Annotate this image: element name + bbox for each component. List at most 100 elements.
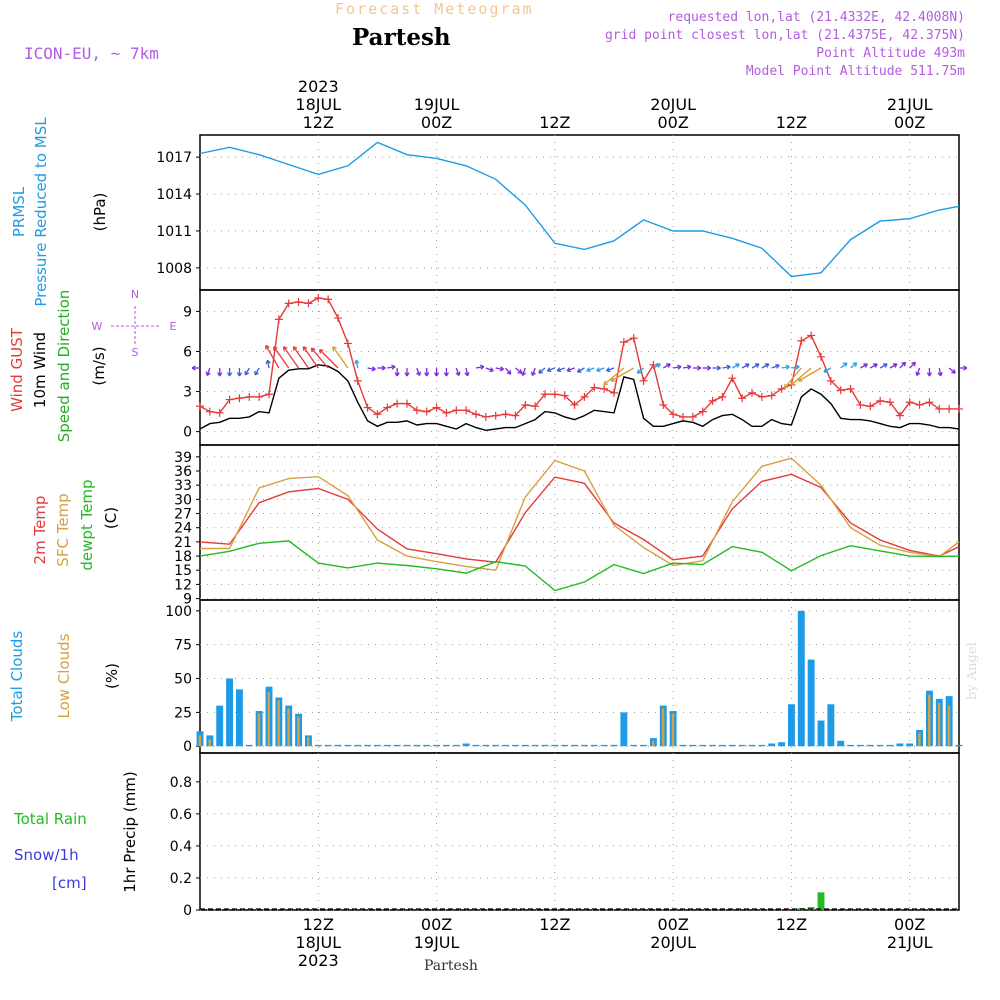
wind-arrow-head bbox=[892, 363, 898, 368]
low-clouds-bar bbox=[652, 740, 655, 747]
wind-arrow-head bbox=[546, 367, 552, 373]
total-clouds-bar bbox=[334, 744, 342, 747]
wind-arrow-head bbox=[205, 371, 211, 377]
total-clouds-bar bbox=[531, 744, 539, 747]
wind-arrow-head bbox=[775, 363, 780, 369]
wind-arrow bbox=[556, 367, 565, 372]
model-label: ICON-EU, ~ 7km bbox=[24, 44, 159, 63]
wind-arrow bbox=[596, 367, 605, 372]
wind-arrow-head bbox=[605, 367, 611, 373]
wind-arrow bbox=[387, 365, 396, 369]
wind-arrow-head bbox=[963, 365, 968, 371]
wind-arrow-head bbox=[785, 364, 790, 370]
total-clouds-bar bbox=[314, 744, 322, 747]
wind-arrow-head bbox=[265, 359, 271, 365]
temp-label-1: 2m Temp bbox=[31, 496, 49, 565]
wind-arrow bbox=[455, 367, 460, 376]
wind-arrow bbox=[722, 365, 731, 369]
wind-arrow bbox=[606, 367, 615, 372]
requested-coords: requested lon,lat (21.4332E, 42.4008N) bbox=[667, 10, 965, 25]
total-clouds-bar bbox=[856, 744, 864, 747]
temp-label-2: SFC Temp bbox=[54, 493, 72, 566]
total-clouds-bar bbox=[442, 744, 450, 747]
wind-arrow bbox=[577, 367, 585, 373]
gust-marker bbox=[915, 400, 924, 409]
wind-arrow-head bbox=[531, 371, 536, 377]
gust-marker bbox=[314, 294, 323, 303]
wind-ytick-label: 3 bbox=[183, 385, 192, 401]
precipitation-frame bbox=[199, 752, 960, 911]
wind-arrow-head bbox=[354, 359, 360, 365]
gridpoint-coords: grid point closest lon,lat (21.4375E, 42… bbox=[604, 28, 965, 43]
wind-arrow-head bbox=[538, 369, 543, 374]
wind-arrow-head bbox=[745, 363, 750, 368]
precip-unit: 1hr Precip (mm) bbox=[121, 771, 139, 892]
total-clouds-bar bbox=[383, 744, 391, 747]
wind-arrow bbox=[495, 367, 504, 371]
gust-marker bbox=[856, 400, 865, 409]
pressure-panel: 1008 1011 1014 1017 bbox=[156, 134, 960, 291]
wind-arrow bbox=[840, 362, 848, 369]
precipitation-ytick-label: 0.4 bbox=[170, 839, 192, 855]
gust-marker bbox=[403, 399, 411, 408]
wind-arrow bbox=[731, 363, 740, 369]
total-clouds-bar bbox=[738, 744, 746, 747]
bottom-date-label: 18JUL bbox=[295, 933, 341, 952]
gust-marker bbox=[846, 384, 855, 393]
pressure-ytick-label: 1011 bbox=[156, 224, 192, 240]
wind-arrow-head bbox=[951, 369, 956, 374]
wind-arrow bbox=[538, 367, 546, 374]
total-clouds-bar bbox=[393, 744, 401, 747]
gust-marker bbox=[925, 398, 934, 407]
wind-arrow bbox=[610, 367, 635, 382]
wind-gust-line bbox=[199, 297, 959, 418]
wind-arrow-head bbox=[795, 364, 800, 370]
wind-arrow bbox=[283, 346, 300, 369]
total-clouds-bar bbox=[728, 744, 736, 747]
wind-arrow bbox=[784, 367, 802, 389]
wind-arrow-head bbox=[371, 366, 376, 372]
wind-arrow-head bbox=[556, 367, 562, 373]
wind-arrow-head bbox=[797, 377, 803, 382]
gust-marker bbox=[629, 334, 638, 343]
wind-arrow-head bbox=[596, 367, 601, 373]
gust-marker bbox=[412, 406, 421, 415]
wind-arrow bbox=[265, 345, 280, 369]
wind-arrow bbox=[603, 367, 625, 386]
total-clouds-bar bbox=[847, 744, 855, 747]
gust-marker bbox=[324, 295, 333, 304]
wind-arrow bbox=[475, 365, 484, 369]
time-axis: 202318JUL12Z12Z18JUL202319JUL00Z00Z19JUL… bbox=[295, 77, 932, 970]
gust-marker bbox=[580, 392, 589, 401]
temperature-frame bbox=[199, 444, 960, 601]
gust-marker bbox=[511, 411, 520, 420]
clouds-panel: 0 25 50 75 100 bbox=[165, 599, 963, 755]
gust-marker bbox=[767, 391, 776, 400]
wind-arrow-head bbox=[236, 372, 243, 377]
wind-arrow bbox=[531, 367, 536, 376]
wind-arrow-head bbox=[754, 363, 760, 368]
wind-arrow bbox=[465, 367, 469, 376]
gust-marker bbox=[550, 390, 559, 399]
wind-arrow-head bbox=[842, 362, 848, 367]
compass-cross bbox=[111, 306, 159, 346]
wind-arrow-head bbox=[576, 368, 582, 373]
temperature-ytick-label: 36 bbox=[174, 464, 192, 480]
gust-marker bbox=[255, 392, 264, 401]
wind-arrow bbox=[319, 349, 339, 369]
low-clouds-bar bbox=[297, 716, 300, 747]
temperature-ytick-label: 15 bbox=[174, 563, 192, 579]
top-hour-label: 00Z bbox=[894, 113, 925, 132]
wind-arrow-head bbox=[666, 363, 671, 368]
total-clouds-bar bbox=[462, 743, 470, 747]
footer-location: Partesh bbox=[424, 958, 478, 974]
wind-arrow-head bbox=[226, 372, 233, 377]
wind-arrow-head bbox=[883, 363, 888, 368]
point-altitude: Point Altitude 493m bbox=[816, 46, 965, 61]
dewpt-temp-line bbox=[199, 540, 960, 592]
total-clouds-bar bbox=[807, 659, 815, 747]
gust-marker bbox=[235, 394, 244, 403]
gust-marker bbox=[777, 384, 786, 393]
